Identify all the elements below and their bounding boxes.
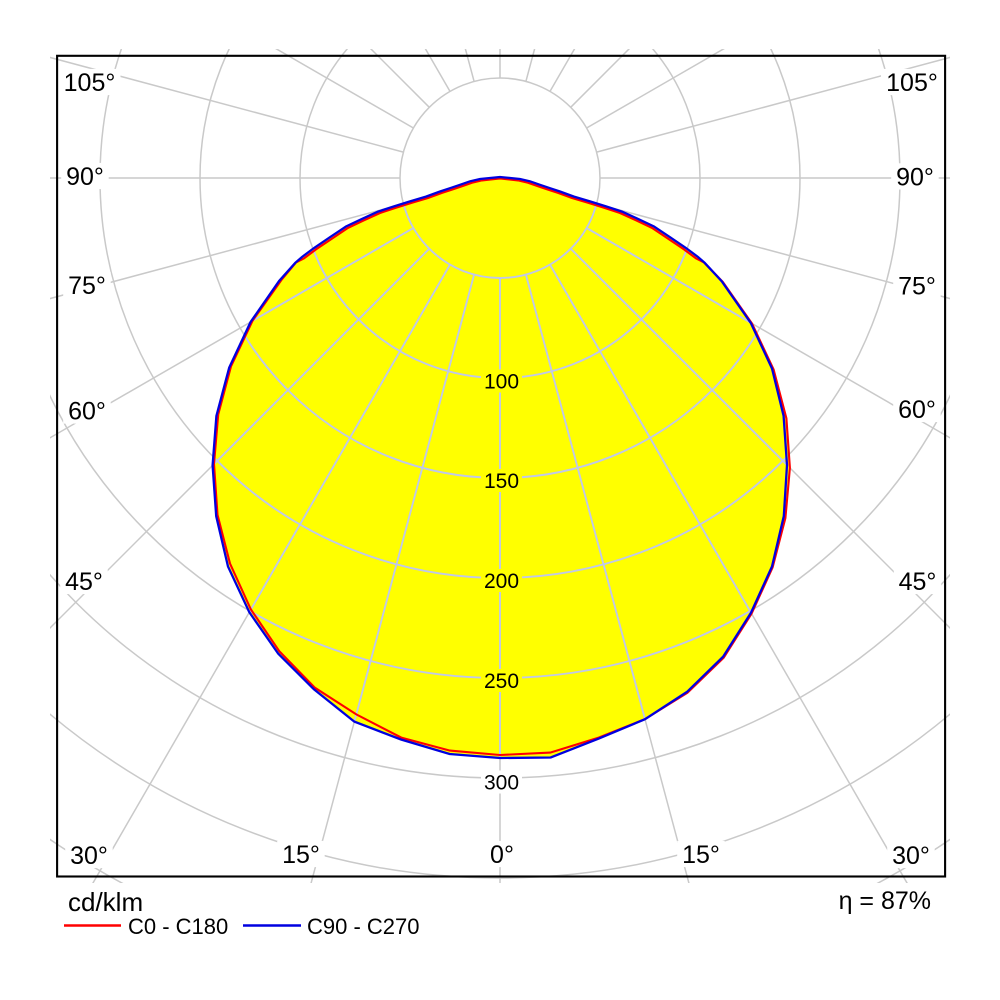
svg-text:75°: 75° xyxy=(898,273,936,301)
svg-text:15°: 15° xyxy=(682,841,720,869)
svg-text:η = 87%: η = 87% xyxy=(839,887,931,915)
svg-text:15°: 15° xyxy=(282,841,320,869)
svg-text:45°: 45° xyxy=(65,568,103,596)
svg-text:0°: 0° xyxy=(490,841,514,869)
svg-text:60°: 60° xyxy=(898,396,936,424)
svg-text:C0 - C180: C0 - C180 xyxy=(128,914,228,939)
svg-text:30°: 30° xyxy=(892,842,930,870)
svg-text:300: 300 xyxy=(484,772,519,795)
svg-text:30°: 30° xyxy=(70,842,108,870)
svg-text:100: 100 xyxy=(484,371,519,394)
svg-text:60°: 60° xyxy=(68,398,106,426)
svg-text:90°: 90° xyxy=(66,163,104,191)
svg-text:cd/klm: cd/klm xyxy=(68,887,143,917)
svg-text:75°: 75° xyxy=(68,272,106,300)
svg-text:105°: 105° xyxy=(886,69,938,97)
svg-text:105°: 105° xyxy=(64,69,116,97)
svg-text:150: 150 xyxy=(484,470,519,493)
svg-text:45°: 45° xyxy=(899,568,937,596)
svg-text:200: 200 xyxy=(484,570,519,593)
svg-text:C90 - C270: C90 - C270 xyxy=(307,914,420,939)
svg-text:90°: 90° xyxy=(896,164,934,192)
svg-text:250: 250 xyxy=(484,670,519,693)
